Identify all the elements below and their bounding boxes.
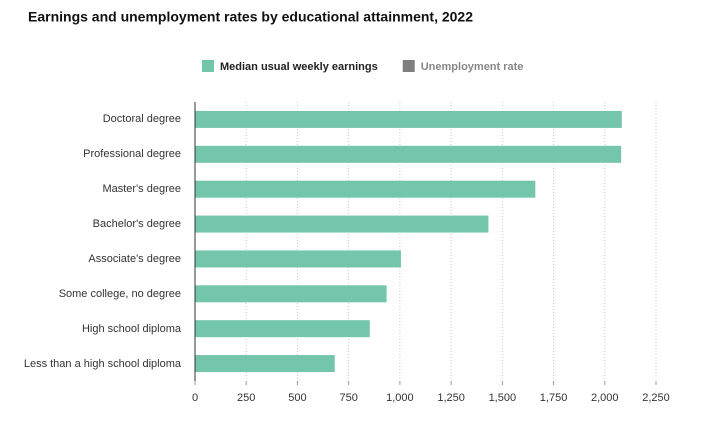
y-tick-label: Professional degree (83, 148, 181, 161)
bar (195, 320, 370, 338)
x-tick-label: 1,750 (540, 392, 568, 404)
x-tick-label: 250 (237, 392, 255, 404)
x-tick-label: 1,000 (386, 392, 414, 404)
x-tick-label: 2,000 (591, 392, 619, 404)
bar (195, 110, 622, 128)
bar (195, 355, 335, 373)
y-tick-label: Associate's degree (88, 252, 181, 265)
bar (195, 215, 489, 233)
bar (195, 180, 536, 198)
y-tick-label: Bachelor's degree (92, 218, 181, 231)
y-tick-label: Doctoral degree (102, 113, 181, 126)
x-tick-label: 500 (288, 392, 306, 404)
x-tick-label: 1,250 (437, 392, 465, 404)
y-tick-label: Less than a high school diploma (23, 357, 181, 370)
y-tick-label: High school diploma (81, 322, 181, 335)
legend-label[interactable]: Median usual weekly earnings (220, 61, 378, 73)
x-tick-label: 0 (192, 392, 198, 404)
legend-swatch[interactable] (202, 60, 214, 72)
legend-swatch[interactable] (402, 60, 415, 72)
y-tick-label: Master's degree (102, 183, 181, 196)
chart-title: Earnings and unemployment rates by educa… (28, 9, 473, 25)
bar (195, 285, 387, 303)
x-tick-label: 750 (339, 392, 357, 404)
x-tick-label: 1,500 (489, 392, 517, 404)
x-tick-label: 2,250 (642, 392, 670, 404)
bar (195, 145, 622, 163)
bar (195, 250, 401, 268)
legend-label[interactable]: Unemployment rate (421, 61, 524, 73)
y-tick-label: Some college, no degree (58, 287, 181, 300)
